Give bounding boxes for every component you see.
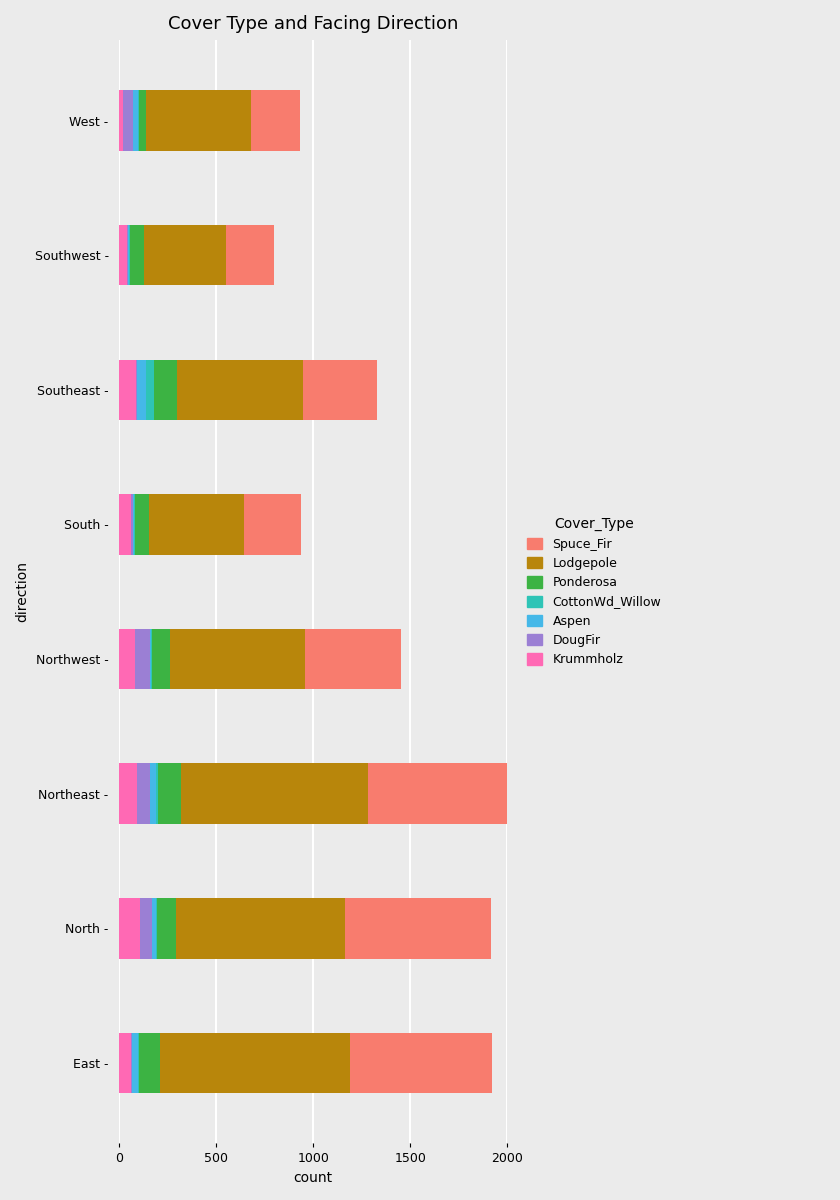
Bar <box>119 629 134 689</box>
X-axis label: count: count <box>294 1171 333 1184</box>
Bar <box>131 1033 132 1093</box>
Bar <box>157 898 176 959</box>
Bar <box>129 224 144 286</box>
Bar <box>306 629 401 689</box>
Bar <box>138 90 139 151</box>
Bar <box>251 90 300 151</box>
Bar <box>158 763 181 824</box>
Bar <box>150 763 156 824</box>
Bar <box>303 360 377 420</box>
Bar <box>140 898 152 959</box>
Legend: Spuce_Fir, Lodgepole, Ponderosa, CottonWd_Willow, Aspen, DougFir, Krummholz: Spuce_Fir, Lodgepole, Ponderosa, CottonW… <box>517 508 671 677</box>
Bar <box>132 1033 138 1093</box>
Bar <box>131 494 133 554</box>
Bar <box>160 1033 350 1093</box>
Bar <box>137 360 146 420</box>
Bar <box>134 629 150 689</box>
Bar <box>152 629 170 689</box>
Bar <box>177 360 303 420</box>
Bar <box>144 224 226 286</box>
Bar <box>146 360 154 420</box>
Bar <box>133 494 134 554</box>
Bar <box>150 629 151 689</box>
Bar <box>119 898 140 959</box>
Bar <box>154 360 177 420</box>
Bar <box>226 224 275 286</box>
Bar <box>138 1033 139 1093</box>
Bar <box>119 1033 131 1093</box>
Bar <box>133 90 138 151</box>
Bar <box>135 360 137 420</box>
Bar <box>119 224 127 286</box>
Bar <box>134 494 150 554</box>
Bar <box>150 494 244 554</box>
Bar <box>176 898 345 959</box>
Bar <box>146 90 251 151</box>
Bar <box>128 224 129 286</box>
Title: Cover Type and Facing Direction: Cover Type and Facing Direction <box>168 14 459 32</box>
Bar <box>181 763 368 824</box>
Bar <box>151 629 152 689</box>
Bar <box>137 763 150 824</box>
Bar <box>244 494 301 554</box>
Bar <box>170 629 306 689</box>
Bar <box>345 898 491 959</box>
Bar <box>119 90 123 151</box>
Bar <box>368 763 565 824</box>
Bar <box>156 898 157 959</box>
Bar <box>139 90 146 151</box>
Bar <box>350 1033 491 1093</box>
Bar <box>119 763 137 824</box>
Y-axis label: direction: direction <box>15 562 29 623</box>
Bar <box>123 90 133 151</box>
Bar <box>152 898 156 959</box>
Bar <box>127 224 128 286</box>
Bar <box>156 763 158 824</box>
Bar <box>119 494 131 554</box>
Bar <box>139 1033 160 1093</box>
Bar <box>119 360 135 420</box>
